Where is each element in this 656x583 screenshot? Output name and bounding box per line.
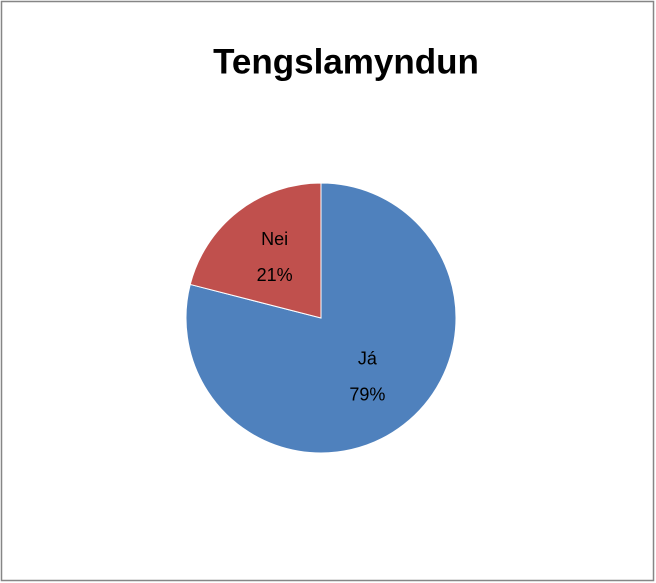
slice-label: Nei <box>261 229 288 249</box>
chart-title: Tengslamyndun <box>213 42 479 81</box>
slice-value-label: 79% <box>349 384 385 404</box>
pie-slice <box>189 182 322 319</box>
slice-label: Já <box>358 348 378 368</box>
slice-value-label: 21% <box>257 265 293 285</box>
